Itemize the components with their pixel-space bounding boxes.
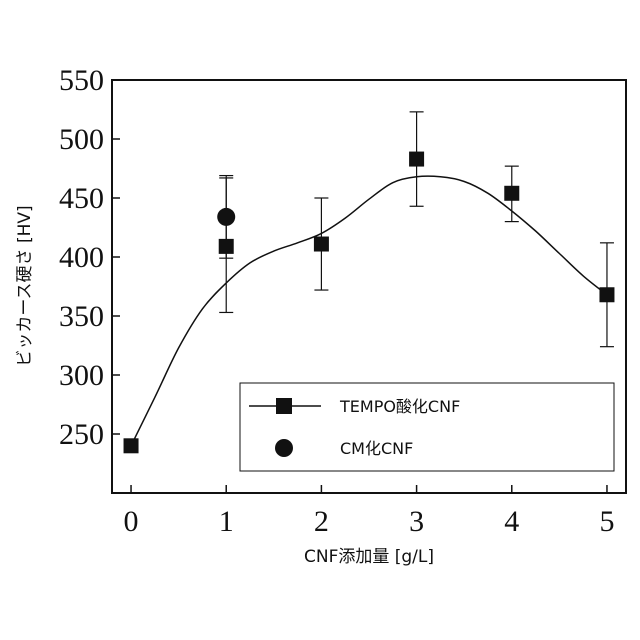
data-point-square [314,237,329,252]
x-tick-label: 2 [314,505,329,538]
y-tick-label: 350 [59,300,104,333]
x-axis-title: CNF添加量 [g/L] [304,547,434,567]
data-point-square [504,186,519,201]
error-bars [219,112,614,347]
legend-marker-cm [275,439,293,457]
chart: 250 300 350 400 450 500 550 0 1 2 3 4 5 CNF添加量 [g/L… [0,0,640,640]
data-point-square [219,239,234,254]
data-point-square [409,152,424,167]
x-tick-label: 3 [409,505,424,538]
data-point-square [124,438,139,453]
legend-marker-tempo [276,398,292,414]
legend: TEMPO酸化CNF CM化CNF [240,383,614,471]
x-tick-label: 1 [219,505,234,538]
data-point-square [599,287,614,302]
data-point-circle [217,208,235,226]
y-tick-label: 300 [59,359,104,392]
y-tick-label: 550 [59,64,104,97]
y-tick-label: 500 [59,123,104,156]
x-tick-label: 0 [124,505,139,538]
x-tick-label: 5 [599,505,614,538]
y-axis-title: ビッカース硬さ [HV] [15,205,35,366]
y-tick-label: 450 [59,182,104,215]
y-tick-label: 400 [59,241,104,274]
legend-label-tempo: TEMPO酸化CNF [339,397,460,416]
y-tick-label: 250 [59,418,104,451]
y-axis-ticks: 250 300 350 400 450 500 550 [59,64,120,451]
legend-label-cm: CM化CNF [340,439,413,458]
x-tick-label: 4 [504,505,519,538]
